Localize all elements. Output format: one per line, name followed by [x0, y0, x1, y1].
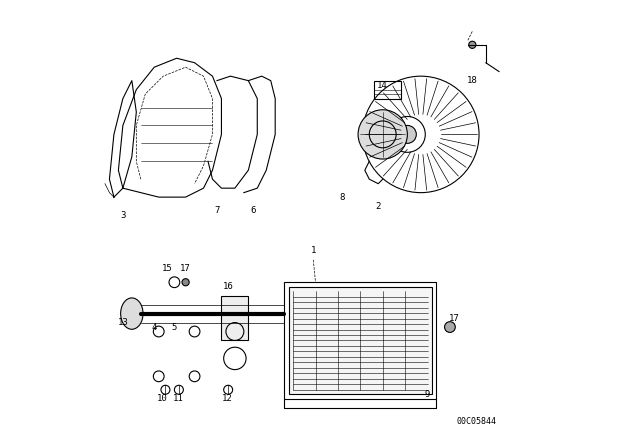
Text: 13: 13 — [118, 318, 128, 327]
Text: 8: 8 — [340, 193, 345, 202]
Text: 18: 18 — [467, 76, 477, 85]
Text: 2: 2 — [376, 202, 381, 211]
Text: 11: 11 — [173, 394, 183, 403]
Text: 6: 6 — [250, 206, 255, 215]
Text: 00C05844: 00C05844 — [457, 417, 497, 426]
Bar — [374, 81, 401, 99]
Text: 16: 16 — [223, 282, 234, 291]
Ellipse shape — [468, 41, 476, 48]
Text: 17: 17 — [180, 264, 191, 273]
Text: 4: 4 — [152, 323, 157, 332]
Ellipse shape — [358, 110, 408, 159]
Text: 1: 1 — [310, 246, 316, 255]
Ellipse shape — [445, 322, 455, 332]
Bar — [221, 296, 248, 340]
Text: 15: 15 — [161, 264, 172, 273]
Text: 10: 10 — [157, 394, 168, 403]
Text: 12: 12 — [222, 394, 232, 403]
Text: 17: 17 — [449, 314, 460, 323]
Ellipse shape — [121, 298, 143, 329]
Text: 3: 3 — [120, 211, 125, 220]
Text: 5: 5 — [172, 323, 177, 332]
Bar — [289, 287, 432, 394]
Ellipse shape — [182, 279, 189, 286]
Text: 9: 9 — [425, 390, 430, 399]
Text: 7: 7 — [214, 206, 220, 215]
Ellipse shape — [398, 125, 416, 143]
Text: 14: 14 — [378, 81, 388, 90]
Bar — [284, 282, 436, 399]
